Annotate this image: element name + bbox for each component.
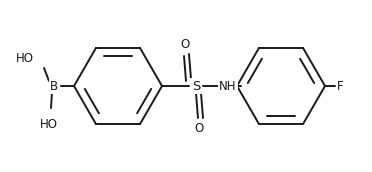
Text: B: B [50,79,58,93]
Text: HO: HO [40,118,58,131]
Text: O: O [180,37,190,51]
Text: O: O [195,121,203,135]
Text: S: S [192,79,200,93]
Text: NH: NH [219,79,237,93]
Text: HO: HO [16,51,34,64]
Text: F: F [337,79,344,93]
